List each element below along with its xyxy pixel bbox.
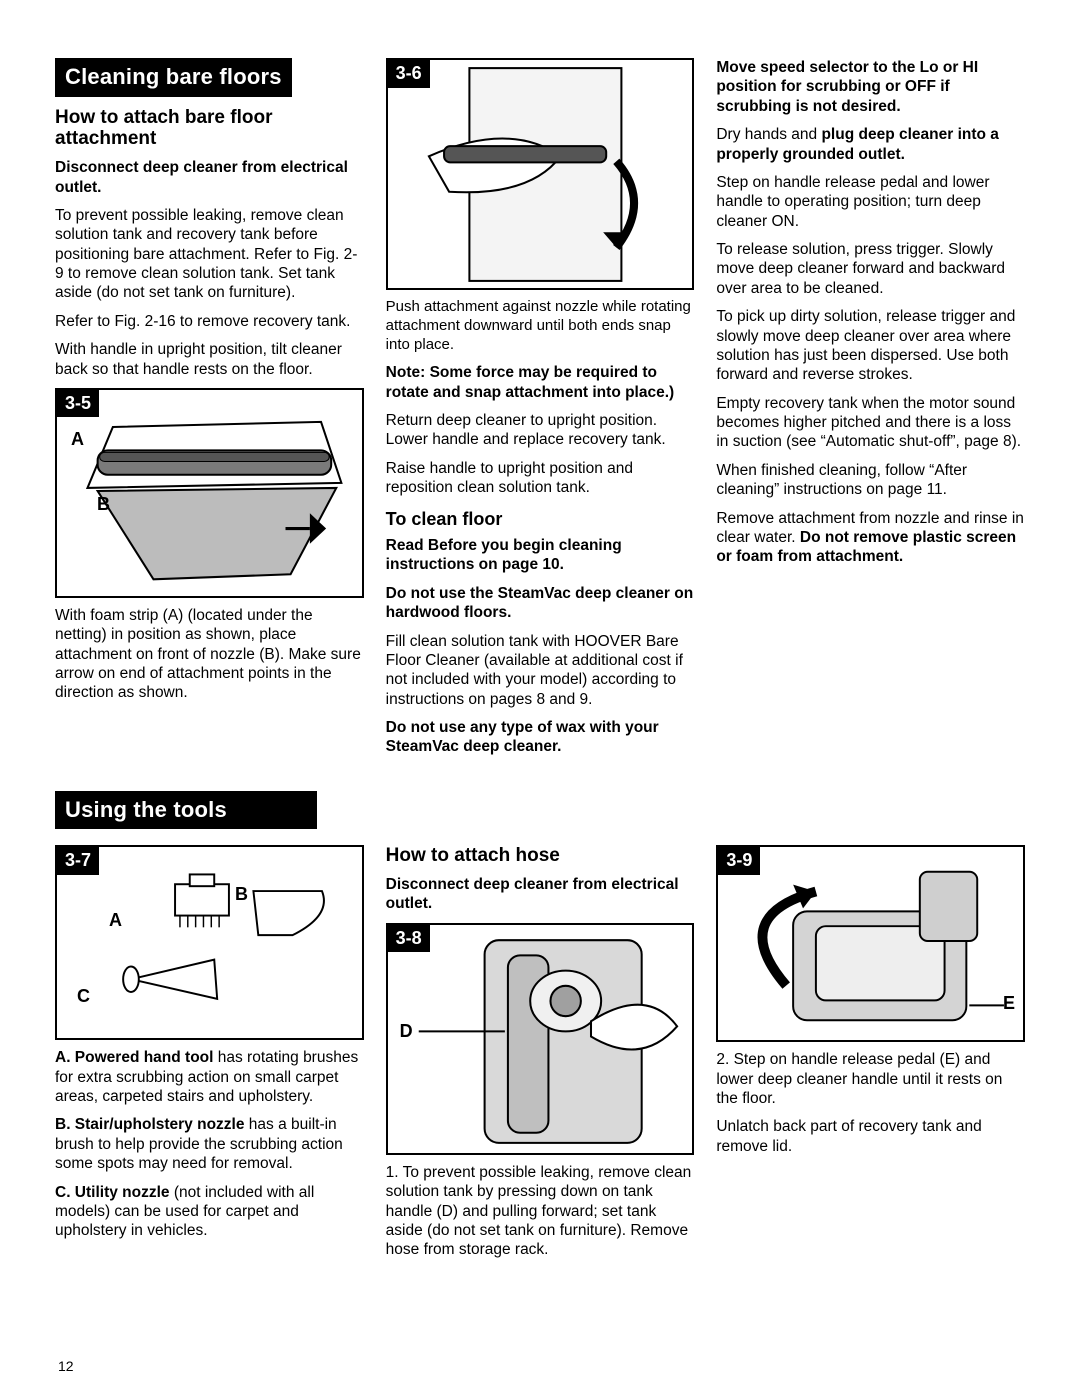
- instr-read-before: Read Before you begin cleaning instructi…: [386, 536, 695, 575]
- instr-push-attachment: Push attachment against nozzle while rot…: [386, 298, 695, 354]
- instr-no-wax: Do not use any type of wax with your Ste…: [386, 718, 695, 757]
- section-header-cleaning: Cleaning bare floors: [55, 58, 292, 97]
- section-cleaning-bare-floors: Cleaning bare floors How to attach bare …: [55, 58, 1025, 766]
- col1: Cleaning bare floors How to attach bare …: [55, 58, 364, 712]
- col2: 3-6 Push attachment against nozzle while…: [386, 58, 695, 766]
- figure-3-9-illustration: [718, 847, 1023, 1040]
- instr-prevent-leaking: To prevent possible leaking, remove clea…: [55, 206, 364, 303]
- instr-note-force: Note: Some force may be required to rota…: [386, 363, 695, 402]
- figure-number: 3-7: [57, 847, 99, 875]
- instr-step2-pedal: 2. Step on handle release pedal (E) and …: [716, 1050, 1025, 1108]
- instr-return-upright: Return deep cleaner to upright position.…: [386, 411, 695, 450]
- instr-foam-strip: With foam strip (A) (located under the n…: [55, 606, 364, 703]
- instr-unlatch: Unlatch back part of recovery tank and r…: [716, 1117, 1025, 1156]
- instr-raise-handle: Raise handle to upright position and rep…: [386, 459, 695, 498]
- instr-speed-selector: Move speed selector to the Lo or HI posi…: [716, 58, 1025, 116]
- tools-col2: How to attach hose Disconnect deep clean…: [386, 845, 695, 1268]
- instr-pickup-dirty: To pick up dirty solution, release trigg…: [716, 307, 1025, 385]
- figure-label-B: B: [97, 493, 110, 516]
- figure-label-E: E: [1003, 992, 1015, 1015]
- instr-step1-remove-tank: 1. To prevent possible leaking, remove c…: [386, 1163, 695, 1260]
- instr-release-solution: To release solution, press trigger. Slow…: [716, 240, 1025, 298]
- instr-disconnect: Disconnect deep cleaner from electrical …: [55, 158, 364, 197]
- subheading-attach-bare-floor: How to attach bare floor attachment: [55, 107, 364, 151]
- tools-col1: 3-7 A B C: [55, 845, 364, 1249]
- instr-remove-attachment: Remove attachment from nozzle and rinse …: [716, 509, 1025, 567]
- figure-number: 3-6: [388, 60, 430, 88]
- subheading-attach-hose: How to attach hose: [386, 845, 695, 867]
- figure-3-8: 3-8 D: [386, 923, 695, 1155]
- instr-step-pedal: Step on handle release pedal and lower h…: [716, 173, 1025, 231]
- figure-label-A: A: [71, 428, 84, 451]
- figure-3-7-illustration: [57, 847, 362, 1038]
- desc-powered-hand-tool: A. Powered hand tool has rotating brushe…: [55, 1048, 364, 1106]
- figure-3-8-illustration: [388, 925, 693, 1153]
- figure-number: 3-9: [718, 847, 760, 875]
- instr-after-cleaning: When finished cleaning, follow “After cl…: [716, 461, 1025, 500]
- figure-3-7: 3-7 A B C: [55, 845, 364, 1040]
- section-using-tools: Using the tools 3-7: [55, 791, 1025, 1269]
- figure-3-9: 3-9 E: [716, 845, 1025, 1042]
- desc-stair-nozzle: B. Stair/upholstery nozzle has a built-i…: [55, 1115, 364, 1173]
- subheading-to-clean-floor: To clean floor: [386, 508, 695, 531]
- instr-no-hardwood: Do not use the SteamVac deep cleaner on …: [386, 584, 695, 623]
- instr-tilt-back: With handle in upright position, tilt cl…: [55, 340, 364, 379]
- instr-fill-solution: Fill clean solution tank with HOOVER Bar…: [386, 632, 695, 710]
- figure-3-5: 3-5 A B: [55, 388, 364, 598]
- figure-label-C: C: [77, 985, 90, 1008]
- instr-empty-recovery: Empty recovery tank when the motor sound…: [716, 394, 1025, 452]
- figure-3-6-illustration: [388, 60, 693, 288]
- col3: Move speed selector to the Lo or HI posi…: [716, 58, 1025, 576]
- instr-dry-hands: Dry hands and plug deep cleaner into a p…: [716, 125, 1025, 164]
- figure-number: 3-5: [57, 390, 99, 418]
- instr-disconnect-2: Disconnect deep cleaner from electrical …: [386, 875, 695, 914]
- section-header-tools: Using the tools: [55, 791, 317, 830]
- tools-col3: 3-9 E 2. Step on handle release pedal (E…: [716, 845, 1025, 1165]
- desc-utility-nozzle: C. Utility nozzle (not included with all…: [55, 1183, 364, 1241]
- figure-3-6: 3-6: [386, 58, 695, 290]
- figure-number: 3-8: [388, 925, 430, 953]
- figure-label-D: D: [400, 1020, 413, 1043]
- figure-label-A: A: [109, 909, 122, 932]
- instr-refer-216: Refer to Fig. 2-16 to remove recovery ta…: [55, 312, 364, 331]
- figure-label-B: B: [235, 883, 248, 906]
- page-number: 12: [58, 1358, 74, 1376]
